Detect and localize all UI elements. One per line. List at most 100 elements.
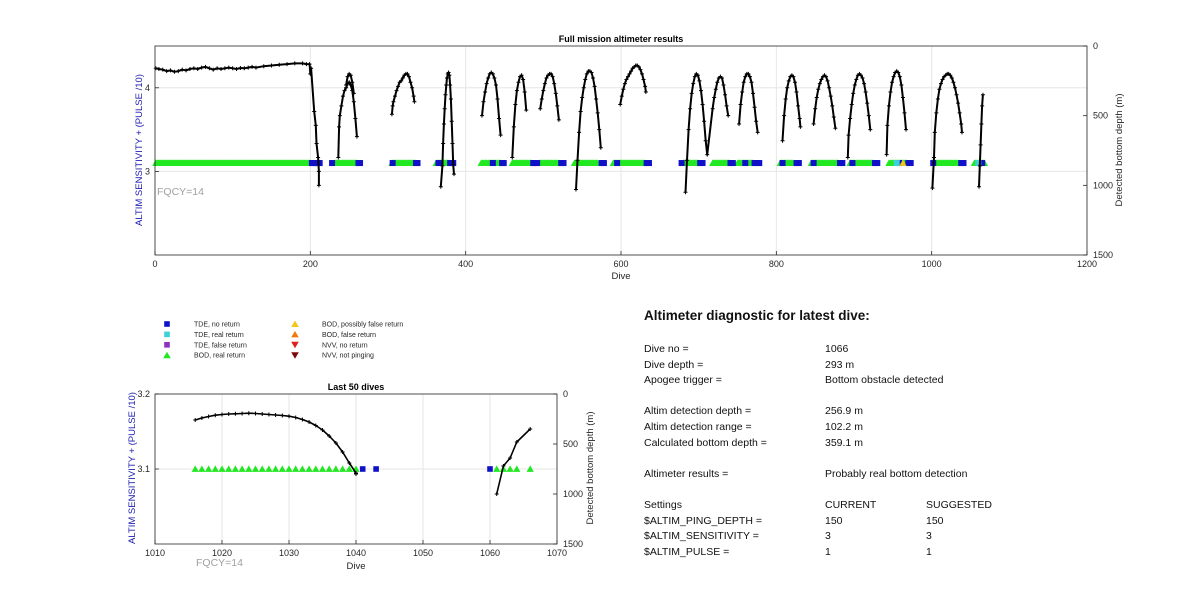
depth-point-marker — [195, 66, 200, 71]
top-plot-area — [152, 61, 989, 195]
depth-point-marker — [904, 127, 909, 132]
depth-point-marker — [544, 76, 549, 81]
settings-header-suggested: SUGGESTED — [926, 498, 992, 511]
depth-point-marker — [260, 412, 265, 416]
tde-no-return-marker — [489, 160, 496, 167]
bod-real-return-marker — [305, 465, 313, 472]
depth-point-marker — [811, 122, 816, 127]
depth-point-marker — [891, 74, 896, 79]
settings-row: $ALTIM_PING_DEPTH = 150 150 — [644, 515, 1164, 531]
depth-point-marker — [492, 76, 497, 81]
diagnostic-row-value: 359.1 m — [825, 436, 863, 449]
x-tick-label: 400 — [458, 259, 473, 269]
depth-point-marker — [514, 88, 519, 93]
y-right-tick-label: 1000 — [1093, 180, 1113, 190]
tde-no-return-marker — [839, 160, 846, 167]
depth-point-marker — [203, 64, 208, 69]
depth-point-marker — [621, 87, 626, 92]
diagnostic-row-label: Altim detection range = — [644, 420, 752, 433]
depth-point-marker — [450, 141, 455, 146]
depth-point-marker — [584, 71, 589, 76]
depth-point-marker — [641, 77, 646, 82]
legend-triangle-down-icon — [291, 352, 299, 359]
depth-point-marker — [156, 66, 161, 71]
depth-point-marker — [828, 94, 833, 99]
depth-point-marker — [814, 95, 819, 100]
tde-no-return-marker — [560, 160, 567, 167]
depth-point-marker — [199, 65, 204, 70]
depth-point-marker — [292, 61, 297, 66]
depth-point-marker — [285, 62, 290, 67]
depth-point-marker — [639, 71, 644, 76]
diagnostic-row-label: Calculated bottom depth = — [644, 436, 767, 449]
depth-point-marker — [538, 106, 543, 111]
diagnostic-row: Calculated bottom depth = 359.1 m — [644, 437, 1164, 453]
depth-point-marker — [442, 106, 447, 111]
depth-point-marker — [980, 92, 985, 97]
depth-point-marker — [222, 66, 227, 71]
depth-point-marker — [345, 74, 350, 79]
bod-real-return-marker — [265, 465, 273, 472]
depth-series-line — [885, 70, 907, 155]
depth-point-marker — [219, 66, 224, 71]
tde-no-return-marker — [316, 160, 323, 167]
depth-point-marker — [184, 68, 189, 73]
depth-series-line — [155, 62, 320, 186]
top-grid — [154, 46, 1088, 255]
bod-real-return-marker — [332, 465, 340, 472]
depth-point-marker — [521, 77, 526, 82]
top-fqcy-annotation: FQCY=14 — [157, 186, 204, 198]
depth-point-marker — [550, 74, 555, 79]
depth-point-marker — [253, 411, 258, 416]
depth-point-marker — [692, 74, 697, 79]
depth-point-marker — [686, 127, 691, 132]
diagnostic-title: Altimeter diagnostic for latest dive: — [644, 308, 870, 323]
depth-point-marker — [643, 84, 648, 89]
depth-point-marker — [977, 184, 982, 189]
depth-point-marker — [153, 66, 158, 71]
depth-point-marker — [441, 122, 446, 127]
depth-point-marker — [336, 155, 341, 160]
depth-series-line — [439, 71, 455, 187]
depth-point-marker — [522, 89, 527, 94]
depth-point-marker — [851, 91, 856, 96]
top-chart-title: Full mission altimeter results — [559, 34, 684, 44]
depth-point-marker — [501, 464, 506, 468]
setting-current-value: 1 — [825, 545, 831, 558]
depth-point-marker — [786, 78, 791, 83]
depth-point-marker — [246, 411, 251, 416]
depth-point-marker — [206, 414, 211, 419]
depth-point-marker — [638, 67, 643, 72]
depth-point-marker — [858, 73, 863, 78]
tde-no-return-marker — [329, 160, 336, 167]
bod-real-return-marker — [245, 465, 253, 472]
depth-point-marker — [327, 434, 332, 438]
depth-point-marker — [934, 110, 939, 115]
last-50-dives-chart: Last 50 dives 1010 1020 1030 1040 1050 1060 10… — [127, 382, 596, 572]
depth-point-marker — [389, 112, 394, 117]
depth-point-marker — [685, 158, 690, 163]
y-right-tick-label: 500 — [563, 439, 578, 449]
depth-point-marker — [168, 68, 173, 73]
depth-point-marker — [273, 413, 278, 417]
depth-point-marker — [580, 95, 585, 100]
tde-no-return-marker — [645, 160, 652, 167]
x-tick-label: 1070 — [547, 548, 567, 558]
depth-point-marker — [951, 80, 956, 85]
depth-point-marker — [865, 101, 870, 106]
settings-row: $ALTIM_PULSE = 1 1 — [644, 546, 1164, 562]
depth-point-marker — [160, 67, 165, 72]
depth-point-marker — [242, 66, 247, 71]
tde-no-return-marker — [810, 160, 817, 167]
depth-point-marker — [408, 80, 413, 85]
tde-no-return-marker — [729, 160, 736, 167]
bod-real-return-marker — [278, 465, 286, 472]
tde-real-return-marker — [975, 160, 982, 167]
depth-point-marker — [726, 113, 731, 118]
depth-point-marker — [484, 81, 489, 86]
depth-point-marker — [581, 85, 586, 90]
bod-real-return-marker — [312, 465, 320, 472]
legend-label: BOD, false return — [322, 332, 376, 339]
depth-point-marker — [705, 152, 710, 157]
depth-point-marker — [448, 96, 453, 101]
